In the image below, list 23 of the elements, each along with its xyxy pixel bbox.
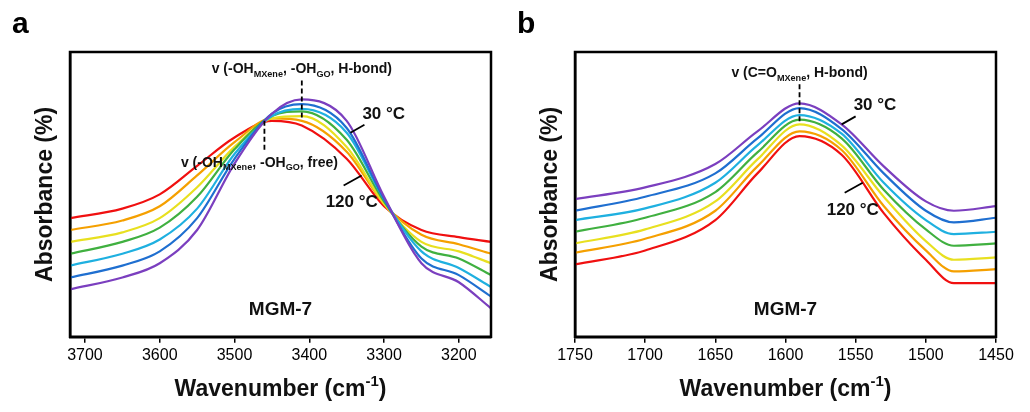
chart-title: b bbox=[517, 6, 536, 40]
x-tick-label: 1600 bbox=[767, 345, 804, 363]
x-tick-label: 3400 bbox=[291, 345, 328, 363]
chart-title: a bbox=[12, 6, 29, 40]
y-axis-title: Absorbance (%) bbox=[31, 106, 57, 282]
x-tick-label: 3200 bbox=[441, 345, 477, 363]
annotation: 120 °C bbox=[826, 199, 879, 219]
x-tick-label: 3700 bbox=[67, 345, 103, 363]
annotation: 30 °C bbox=[362, 103, 406, 123]
annotation: 30 °C bbox=[853, 95, 897, 115]
x-tick-label: 1750 bbox=[557, 345, 593, 363]
annotation: MGM-7 bbox=[753, 297, 818, 319]
x-tick-label: 1500 bbox=[908, 345, 944, 363]
y-axis-title: Absorbance (%) bbox=[536, 106, 562, 282]
x-tick-label: 1550 bbox=[837, 345, 874, 363]
x-tick-label: 1450 bbox=[978, 345, 1014, 363]
x-tick-label: 3600 bbox=[141, 345, 178, 363]
annotation: MGM-7 bbox=[248, 297, 313, 319]
x-tick-label: 3300 bbox=[366, 345, 402, 363]
annotation: 120 °C bbox=[325, 192, 378, 212]
x-tick-label: 1650 bbox=[697, 345, 734, 363]
x-tick-label: 1700 bbox=[627, 345, 664, 363]
x-tick-label: 3500 bbox=[216, 345, 253, 363]
